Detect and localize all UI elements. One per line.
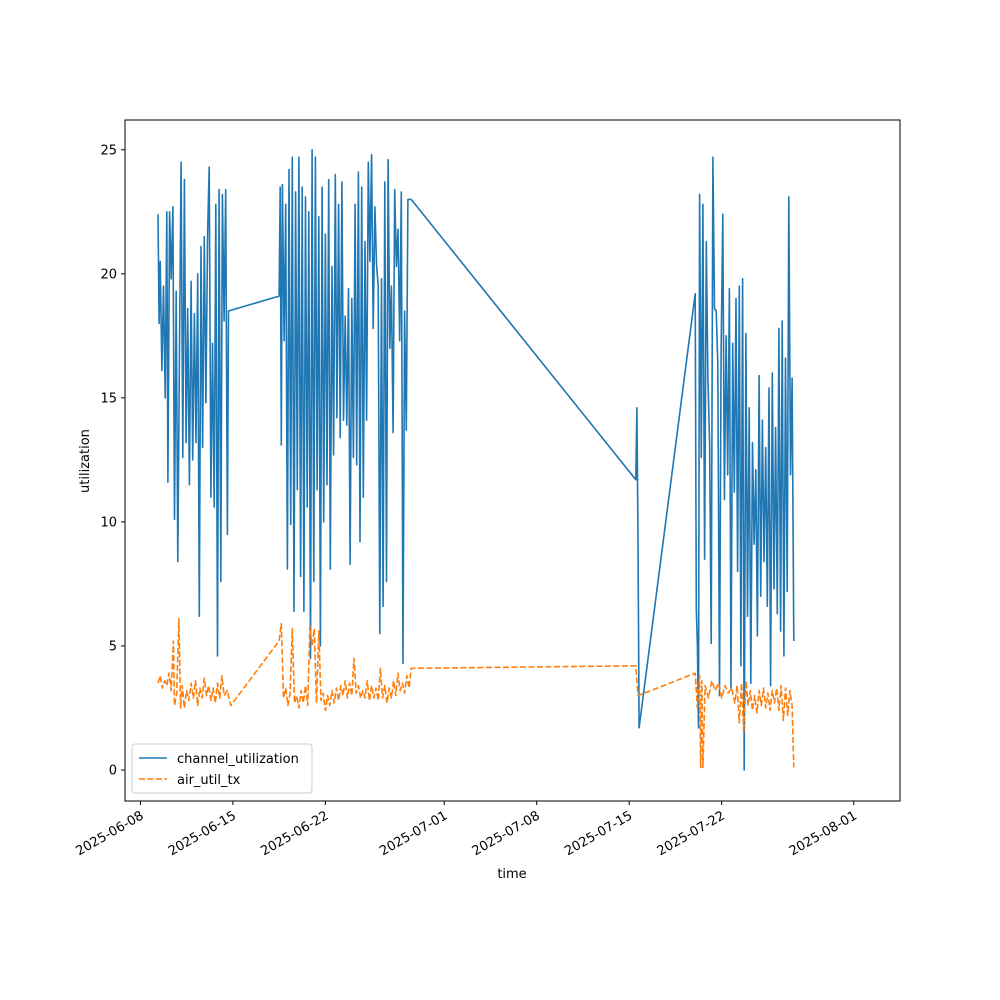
- plot-frame: [124, 119, 901, 802]
- series-line-air-util-tx: [157, 617, 795, 769]
- series-line-channel-utilization: [157, 149, 795, 771]
- y-tick-label: 0: [109, 763, 117, 778]
- y-tick-label: 20: [100, 267, 117, 282]
- legend-label-channel-utilization: channel_utilization: [177, 752, 299, 767]
- y-axis-label: utilization: [78, 429, 93, 493]
- y-tick-label: 15: [100, 391, 117, 406]
- legend-box: [131, 743, 313, 794]
- y-tick-label: 25: [100, 143, 117, 158]
- legend-label-air-util-tx: air_util_tx: [177, 773, 241, 788]
- y-axis: 0 5 10 15 20 25: [100, 143, 125, 778]
- y-tick-label: 5: [109, 639, 117, 654]
- y-tick-label: 10: [100, 515, 117, 530]
- legend: channel_utilization air_util_tx: [131, 743, 313, 794]
- series-layer: [157, 149, 795, 771]
- x-axis-label: time: [497, 867, 526, 882]
